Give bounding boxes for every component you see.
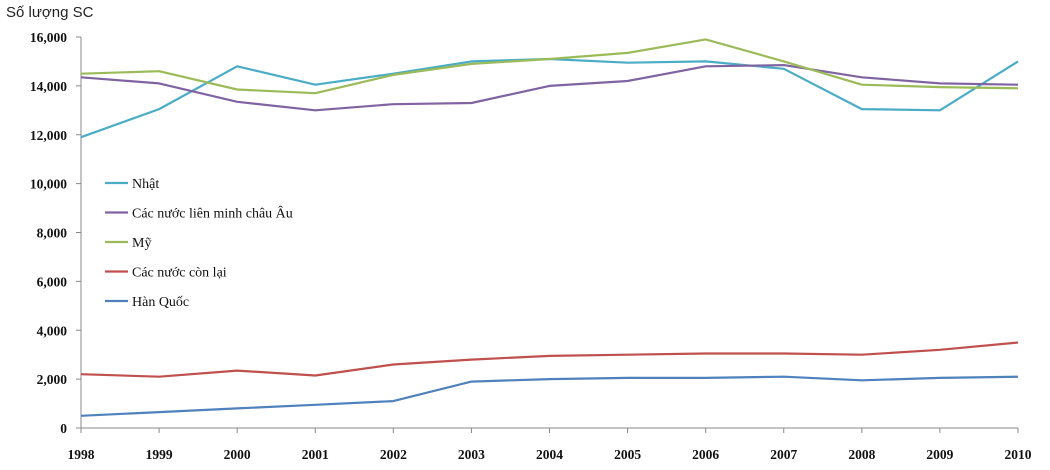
x-tick-label: 1999 [146, 447, 173, 462]
series-line [80, 375, 1019, 417]
legend-label: Mỹ [132, 236, 151, 251]
x-tick-label: 2009 [926, 447, 953, 462]
y-tick-label: 8,000 [37, 226, 68, 241]
y-tick-label: 2,000 [37, 372, 68, 387]
y-tick-label: 4,000 [37, 323, 68, 338]
x-tick-label: 2004 [536, 447, 563, 462]
x-tick-labels: 1998 1999 2000 2001 2002 2003 2004 2005 2006 2007… [68, 447, 1032, 462]
y-tick-labels: 0 2,000 4,000 6,000 8,000 10,000 12,000 14,000 1… [30, 30, 67, 436]
legend: Nhật Các nước liên minh châu Âu Mỹ Các nước… [105, 177, 293, 310]
y-axis-label: Số lượng SC [6, 4, 94, 21]
x-tick-label: 2005 [614, 447, 641, 462]
legend-label: Các nước liên minh châu Âu [132, 205, 293, 222]
x-tick-label: 2010 [1005, 447, 1032, 462]
x-tick-label: 2000 [224, 447, 251, 462]
x-tick-label: 2003 [458, 447, 485, 462]
y-tick-label: 0 [60, 421, 67, 436]
y-tick-label: 10,000 [30, 177, 67, 192]
legend-label: Các nước còn lại [132, 266, 227, 281]
y-tick-label: 14,000 [30, 79, 67, 94]
legend-label: Hàn Quốc [132, 295, 189, 310]
x-tick-label: 2001 [302, 447, 329, 462]
series-line [80, 38, 1019, 95]
axes [76, 36, 1019, 433]
x-tick-label: 2008 [848, 447, 875, 462]
y-tick-label: 6,000 [37, 274, 68, 289]
x-tick-label: 2007 [770, 447, 797, 462]
x-tick-label: 1998 [68, 447, 95, 462]
x-tick-label: 2002 [380, 447, 407, 462]
y-tick-label: 12,000 [30, 128, 67, 143]
series-lines [80, 38, 1019, 417]
series-line [80, 341, 1019, 378]
legend-label: Nhật [132, 177, 159, 192]
y-tick-label: 16,000 [30, 30, 67, 45]
series-line [80, 63, 1019, 112]
x-tick-label: 2006 [692, 447, 719, 462]
